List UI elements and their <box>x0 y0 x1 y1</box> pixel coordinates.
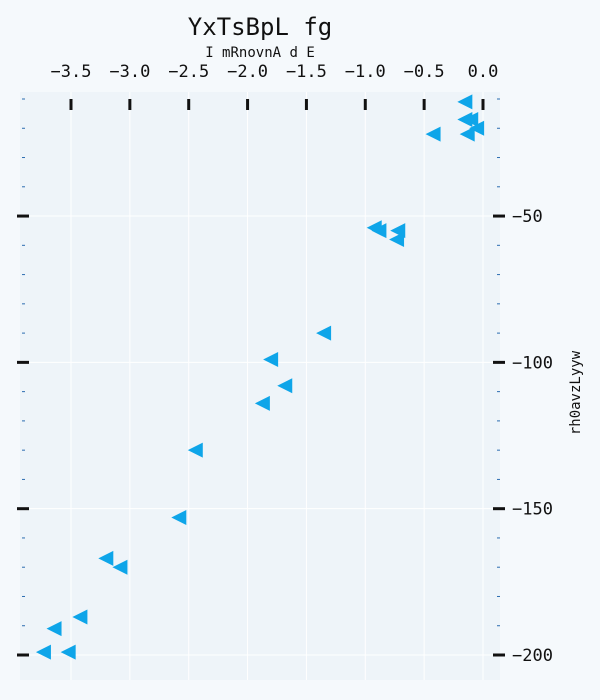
data-point-4 <box>459 126 475 142</box>
y-axis-label: rh0avzLyyw <box>568 350 584 435</box>
y-axis-right: −50 −100 −150 −200 <box>493 98 553 666</box>
x-tick-label-1: −3.0 <box>109 62 150 82</box>
data-point-20 <box>35 644 51 660</box>
plot-background <box>20 92 500 680</box>
data-point-13 <box>254 395 270 411</box>
x-tick-label-3: −2.0 <box>227 62 268 82</box>
x-tick-label-4: −1.5 <box>286 62 327 82</box>
data-point-14 <box>187 442 203 458</box>
data-point-12 <box>277 378 293 394</box>
data-point-18 <box>72 609 88 625</box>
x-tick-label-5: −1.0 <box>345 62 386 82</box>
y-tick-label-0: −50 <box>512 207 543 227</box>
x-tick-label-7: 0.0 <box>468 62 499 82</box>
data-point-5 <box>457 94 473 110</box>
data-point-2 <box>469 120 485 136</box>
x-axis-label: I mRnovnA d E <box>205 45 315 61</box>
data-point-17 <box>112 559 128 575</box>
data-point-19 <box>46 621 62 637</box>
data-point-9 <box>389 231 405 247</box>
x-tick-label-2: −2.5 <box>168 62 209 82</box>
y-tick-label-2: −150 <box>512 500 553 520</box>
data-points <box>35 94 485 660</box>
x-tick-label-6: −0.5 <box>404 62 445 82</box>
data-point-10 <box>316 325 332 341</box>
y-tick-label-3: −200 <box>512 646 553 666</box>
data-point-7 <box>371 223 387 239</box>
data-point-16 <box>98 550 114 566</box>
data-point-21 <box>60 644 76 660</box>
data-point-15 <box>171 509 187 525</box>
y-tick-label-1: −100 <box>512 353 553 373</box>
x-axis-top: −3.5 −3.0 −2.5 −2.0 −1.5 −1.0 −0.5 0.0 <box>51 62 499 110</box>
chart-title: YxTsBpL fg <box>188 13 333 41</box>
grid-lines <box>20 92 500 680</box>
plot-area <box>20 92 500 680</box>
y-axis-left-ticks <box>17 98 29 657</box>
data-point-1 <box>463 111 479 127</box>
data-point-11 <box>263 351 279 367</box>
data-point-3 <box>425 126 441 142</box>
x-tick-label-0: −3.5 <box>51 62 92 82</box>
